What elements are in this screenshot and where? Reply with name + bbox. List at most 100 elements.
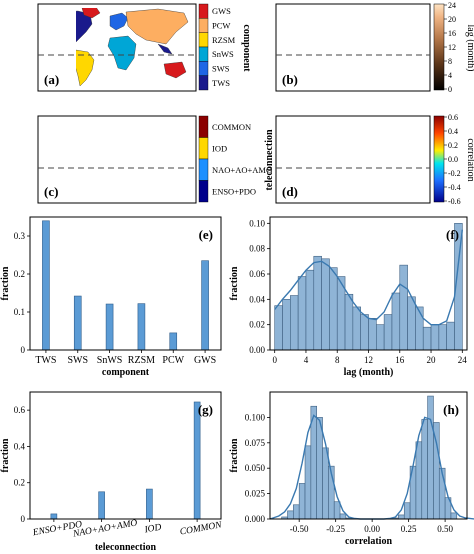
chart-panel-h: 0.000 0.025 0.050 0.075 0.100 fraction -0.50 -0…: [229, 391, 474, 547]
legend-swatch: [198, 32, 209, 48]
histogram-bar: [376, 324, 385, 351]
continent-shape: [109, 12, 129, 31]
colorbar-tick-label: 0.4: [448, 127, 458, 136]
histogram-bar: [398, 514, 405, 520]
x-tick-label: COMMON: [179, 520, 223, 537]
y-tick-label: 0.10: [249, 218, 265, 228]
y-axis-label: fraction: [0, 266, 11, 300]
histogram-bar: [321, 258, 330, 351]
panel-letter: (d): [282, 184, 298, 199]
bar: [193, 401, 201, 520]
histogram-bar: [407, 296, 416, 351]
component-legend: GWS PCW RZSM SnWS SWS TWS: [198, 3, 236, 91]
x-tick-label: 0.00: [364, 524, 380, 534]
legend-label: TWS: [212, 78, 230, 88]
bar: [146, 488, 153, 520]
map-frame: [275, 115, 431, 204]
x-tick-label: 0.50: [437, 524, 453, 534]
continent-shape: [81, 8, 101, 19]
x-tick-label: -0.25: [326, 524, 345, 534]
x-tick-label: 16: [395, 355, 405, 365]
map-frame: [37, 115, 197, 204]
legend-label: NAO+AO+AMO: [212, 165, 272, 175]
x-tick-label: 0: [272, 355, 277, 365]
histogram-bar: [339, 513, 347, 520]
bar: [137, 303, 146, 351]
y-tick-label: 0.1: [14, 307, 25, 317]
y-axis-label: fraction: [0, 438, 11, 472]
histogram-bar: [287, 510, 294, 520]
continent-shape: [76, 10, 93, 43]
x-tick-label: GWS: [194, 355, 216, 366]
axes-frame: [29, 216, 222, 351]
histogram-bar: [422, 326, 432, 351]
legend-swatch: [198, 158, 209, 181]
y-tick-label: 0.3: [14, 231, 26, 241]
histogram-bar: [274, 305, 283, 351]
colorbar-tick-label: 8: [448, 57, 452, 66]
colorbar-tick-label: 4: [448, 71, 452, 80]
y-tick-label: 0.075: [245, 438, 266, 448]
bar: [105, 303, 114, 351]
colorbar-tick-label: 12: [448, 43, 456, 52]
colorbar-ticks: 24 20 16 12 8 4 0: [444, 1, 456, 94]
bar: [201, 260, 209, 351]
y-tick-label: 0: [21, 345, 26, 355]
panel-letter: (f): [446, 227, 459, 242]
x-axis-label: correlation: [345, 536, 392, 547]
y-axis-label: fraction: [229, 266, 240, 300]
x-tick-label: SnWS: [97, 355, 123, 366]
colorbar-tick-label: 0.0: [448, 155, 458, 164]
y-tick-label: 0.06: [249, 269, 265, 279]
histogram-bar: [290, 295, 299, 351]
histogram-bar: [316, 417, 323, 520]
y-tick-label: 0.100: [245, 412, 266, 422]
panel-letter: (g): [198, 402, 213, 417]
legend-label: SWS: [212, 64, 230, 74]
kde-line: [274, 229, 463, 326]
histogram-bar: [438, 324, 447, 351]
colorbar-tick-label: -0.6: [448, 197, 461, 206]
panel-letter: (e): [199, 227, 213, 242]
x-tick-label: RZSM: [128, 355, 155, 366]
axes-frame: [269, 391, 468, 520]
map-frame: [275, 3, 431, 92]
histogram-bar: [329, 267, 338, 351]
y-tick-label: 0.050: [245, 463, 266, 473]
map-panel-b: (b) 24 20 16 12 8 4 0 lag (month): [275, 1, 474, 94]
x-tick-label: 12: [364, 355, 373, 365]
continent-shape: [125, 8, 189, 45]
histogram-bar: [446, 321, 455, 351]
colorbar-label: correlation: [465, 138, 474, 181]
continent-shape: [107, 35, 137, 71]
legend-swatch: [198, 137, 209, 160]
legend-label: SnWS: [212, 49, 234, 59]
legend-label: IOD: [212, 143, 227, 153]
histogram-bar: [421, 419, 428, 520]
histogram-bar: [305, 269, 315, 351]
histogram-bar: [344, 293, 354, 351]
axes-frame: [269, 216, 468, 351]
x-tick-label: 24: [458, 355, 468, 365]
legend-swatch: [198, 61, 209, 76]
colorbar: [433, 115, 445, 203]
histogram-bar: [322, 447, 329, 520]
continent-shape: [157, 43, 173, 55]
legend-swatch: [198, 75, 209, 91]
x-axis-label: component: [102, 367, 150, 378]
y-axis-label: fraction: [229, 438, 240, 472]
bar: [42, 220, 50, 351]
x-tick-label: 8: [335, 355, 340, 365]
legend-label: GWS: [212, 6, 231, 16]
y-tick-label: 0.4: [14, 441, 26, 451]
axes-frame: [29, 391, 222, 520]
legend-label: ENSO+PDO: [212, 186, 256, 196]
legend-swatch: [198, 3, 209, 19]
legend-swatch: [198, 180, 209, 203]
x-axis-label: lag (month): [344, 367, 394, 378]
x-tick-label: 0.25: [401, 524, 417, 534]
legend-label: RZSM: [212, 35, 236, 45]
chart-panel-e: 0 0.1 0.2 0.3 fraction TWS SWS SnWS RZSM PCW GWS co…: [0, 216, 222, 378]
x-tick-label: -0.50: [290, 524, 309, 534]
